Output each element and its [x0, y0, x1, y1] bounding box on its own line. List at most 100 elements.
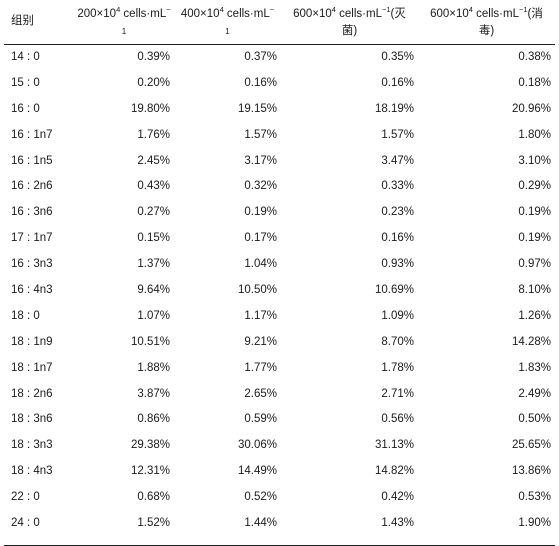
value-cell-200: 10.51%	[130, 335, 170, 348]
value-cell-600-sterilized: 2.71%	[381, 387, 414, 400]
value-cell-400: 1.04%	[244, 258, 277, 271]
value-cell-400: 10.50%	[237, 283, 277, 296]
header-col-600-sterilized: 600×104 cells·mL−1(灭 菌)	[281, 0, 418, 44]
value-cell-600-disinfected: 0.53%	[518, 491, 551, 504]
value-cell-600-disinfected: 25.65%	[511, 439, 551, 452]
value-cell-600-sterilized: 14.82%	[374, 465, 414, 478]
header-col-400-wrap: 1	[225, 27, 230, 36]
value-cell-200: 3.87%	[137, 387, 170, 400]
row-group-cell: 16 : 3n3	[11, 258, 53, 271]
value-cell-600-disinfected: 0.19%	[518, 206, 551, 219]
value-cell-600-disinfected: 8.10%	[518, 283, 551, 296]
value-cell-600-disinfected: 13.86%	[511, 465, 551, 478]
value-cell-400: 14.49%	[237, 465, 277, 478]
row-group-cell: 24 : 0	[11, 516, 40, 529]
header-col-600d-suffix: (消	[527, 8, 543, 20]
fatty-acid-table: 组别 200×104 cells·mL− 1 400×104 cells·mL−…	[4, 0, 555, 536]
value-cell-200: 0.20%	[137, 76, 170, 89]
value-cell-200: 0.15%	[137, 232, 170, 245]
header-col-400-base: 400×10	[180, 8, 220, 20]
header-col-400-exp: 4	[219, 5, 224, 14]
value-cell-400: 0.19%	[244, 206, 277, 219]
value-cell-200: 0.39%	[137, 51, 170, 64]
table-row: 18 : 4n3 12.31% 14.49% 14.82% 13.86%	[4, 458, 555, 484]
header-col-600d-unit-exp: −1	[518, 5, 528, 14]
value-cell-600-disinfected: 14.28%	[511, 335, 551, 348]
table-row: 17 : 1n7 0.15% 0.17% 0.16% 0.19%	[4, 225, 555, 251]
value-cell-600-sterilized: 0.16%	[381, 76, 414, 89]
table-row: 16 : 0 19.80% 19.15% 18.19% 20.96%	[4, 96, 555, 122]
value-cell-600-sterilized: 1.43%	[381, 516, 414, 529]
value-cell-200: 1.52%	[137, 516, 170, 529]
header-col-200-unit: cells·mL	[120, 8, 167, 20]
table-row: 15 : 0 0.20% 0.16% 0.16% 0.18%	[4, 70, 555, 96]
table-row: 18 : 0 1.07% 1.17% 1.09% 1.26%	[4, 303, 555, 329]
header-col-400-unit: cells·mL	[223, 8, 270, 20]
value-cell-400: 30.06%	[237, 439, 277, 452]
value-cell-600-disinfected: 1.26%	[518, 309, 551, 322]
row-group-cell: 16 : 0	[11, 102, 40, 115]
value-cell-400: 0.52%	[244, 491, 277, 504]
value-cell-200: 0.43%	[137, 180, 170, 193]
header-col-200-base: 200×10	[77, 8, 117, 20]
header-col-600d-wrap: 毒)	[478, 25, 495, 37]
value-cell-200: 0.86%	[137, 413, 170, 426]
value-cell-400: 19.15%	[237, 102, 277, 115]
value-cell-600-disinfected: 1.83%	[518, 361, 551, 374]
table-row: 16 : 1n7 1.76% 1.57% 1.57% 1.80%	[4, 122, 555, 148]
table-row: 14 : 0 0.39% 0.37% 0.35% 0.38%	[4, 44, 555, 70]
row-group-cell: 14 : 0	[11, 51, 40, 64]
value-cell-200: 1.88%	[137, 361, 170, 374]
header-col-600s-exp: 4	[331, 5, 336, 14]
table-row: 18 : 3n3 29.38% 30.06% 31.13% 25.65%	[4, 432, 555, 458]
value-cell-200: 2.45%	[137, 154, 170, 167]
value-cell-400: 0.32%	[244, 180, 277, 193]
table-row: 18 : 2n6 3.87% 2.65% 2.71% 2.49%	[4, 381, 555, 407]
value-cell-200: 1.07%	[137, 309, 170, 322]
row-group-cell: 18 : 0	[11, 309, 40, 322]
value-cell-600-sterilized: 8.70%	[381, 335, 414, 348]
value-cell-400: 1.77%	[244, 361, 277, 374]
header-col-600s-wrap: 菌)	[341, 25, 358, 37]
value-cell-600-disinfected: 0.19%	[518, 232, 551, 245]
row-group-cell: 22 : 0	[11, 491, 40, 504]
value-cell-400: 1.57%	[244, 128, 277, 141]
value-cell-600-disinfected: 1.80%	[518, 128, 551, 141]
value-cell-200: 0.27%	[137, 206, 170, 219]
header-col-600s-unit: cells·mL	[335, 8, 382, 20]
header-col-200-exp: 4	[116, 5, 121, 14]
value-cell-600-disinfected: 0.97%	[518, 258, 551, 271]
value-cell-600-disinfected: 1.90%	[518, 516, 551, 529]
value-cell-600-sterilized: 1.78%	[381, 361, 414, 374]
header-row: 组别 200×104 cells·mL− 1 400×104 cells·mL−…	[4, 0, 555, 44]
row-group-cell: 18 : 1n9	[11, 335, 53, 348]
value-cell-600-disinfected: 0.29%	[518, 180, 551, 193]
header-col-600d-base: 600×10	[430, 8, 469, 20]
value-cell-600-sterilized: 1.57%	[381, 128, 414, 141]
value-cell-200: 12.31%	[130, 465, 170, 478]
header-col-600-disinfected: 600×104 cells·mL−1(消 毒)	[418, 0, 555, 44]
header-col-600d-exp: 4	[468, 5, 473, 14]
header-col-600s-suffix: (灭	[390, 8, 406, 20]
value-cell-400: 0.17%	[244, 232, 277, 245]
header-col-200: 200×104 cells·mL− 1	[74, 0, 174, 44]
value-cell-200: 0.68%	[137, 491, 170, 504]
value-cell-400: 0.16%	[244, 76, 277, 89]
table-row: 22 : 0 0.68% 0.52% 0.42% 0.53%	[4, 484, 555, 510]
table-body: 14 : 0 0.39% 0.37% 0.35% 0.38% 15 : 0 0.20% 0.1…	[4, 44, 555, 536]
header-col-600s-unit-exp: −1	[381, 5, 391, 14]
row-group-cell: 18 : 2n6	[11, 387, 53, 400]
value-cell-200: 9.64%	[137, 283, 170, 296]
table-row: 16 : 1n5 2.45% 3.17% 3.47% 3.10%	[4, 148, 555, 174]
table-row: 18 : 1n7 1.88% 1.77% 1.78% 1.83%	[4, 355, 555, 381]
value-cell-600-sterilized: 18.19%	[374, 102, 414, 115]
value-cell-200: 19.80%	[130, 102, 170, 115]
row-group-cell: 17 : 1n7	[11, 232, 53, 245]
table-row: 16 : 3n6 0.27% 0.19% 0.23% 0.19%	[4, 199, 555, 225]
value-cell-600-disinfected: 0.18%	[518, 76, 551, 89]
value-cell-200: 1.76%	[137, 128, 170, 141]
value-cell-600-sterilized: 0.33%	[381, 180, 414, 193]
value-cell-600-disinfected: 0.50%	[518, 413, 551, 426]
value-cell-600-sterilized: 0.16%	[381, 232, 414, 245]
value-cell-600-sterilized: 0.23%	[381, 206, 414, 219]
